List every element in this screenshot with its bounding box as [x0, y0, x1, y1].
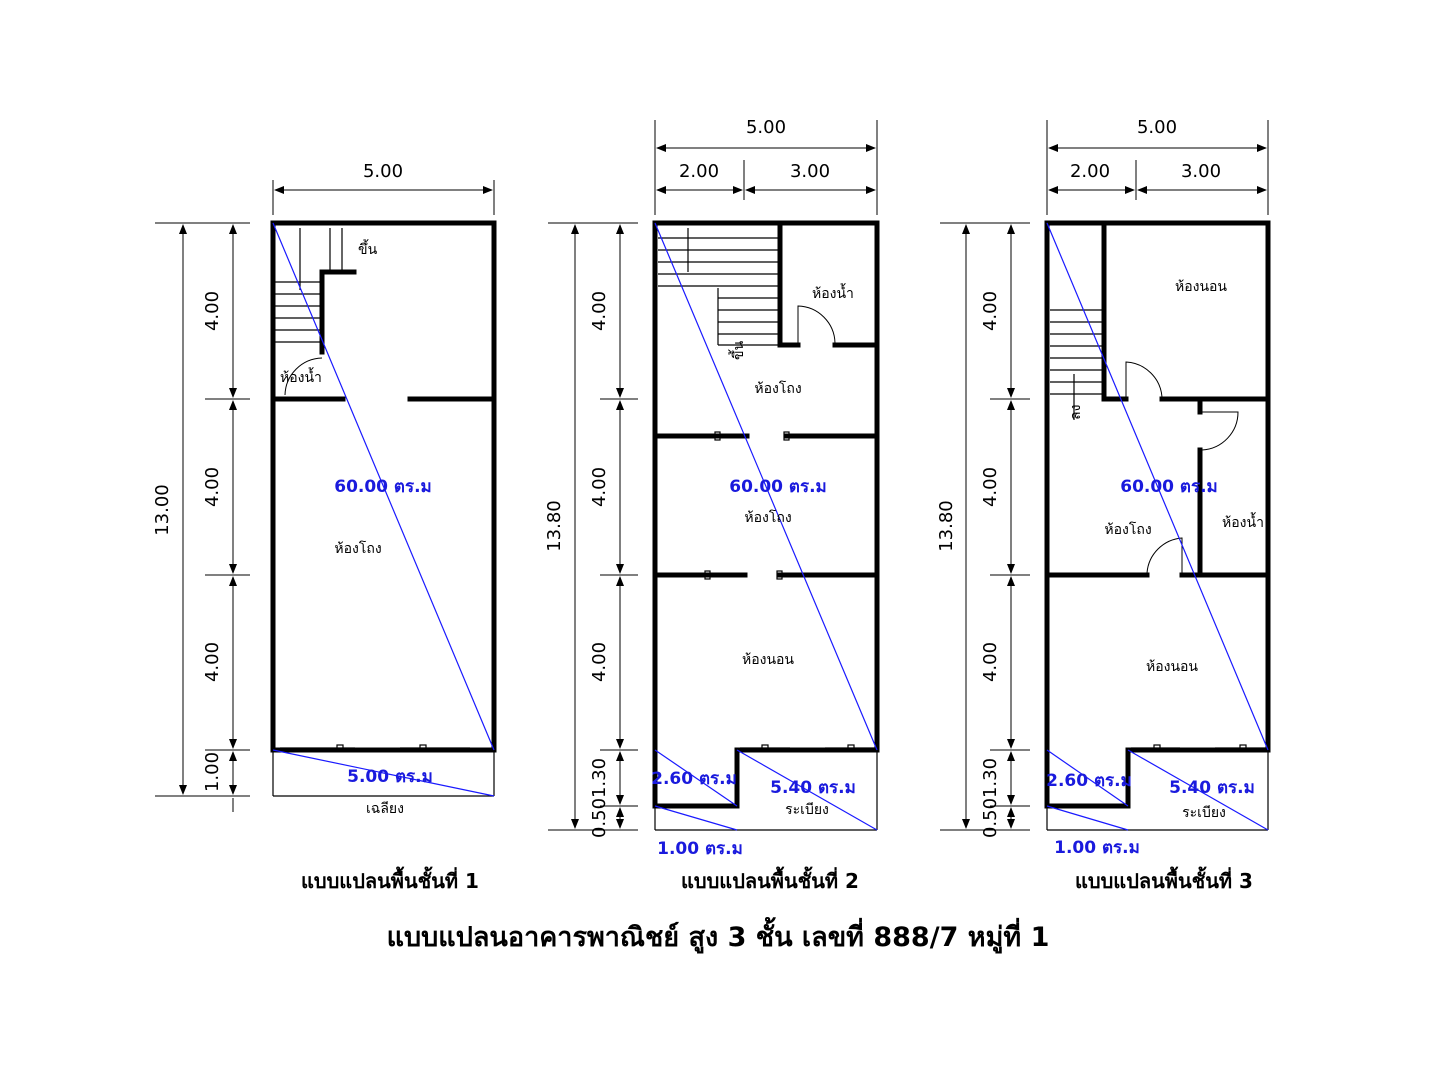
plan1-dim-seg2: 4.00: [202, 467, 223, 507]
plan2-label-up: ขึ้น: [728, 340, 747, 360]
plan1-bath-door: [284, 357, 323, 396]
plan3-dim-width-a: 2.00: [1070, 161, 1110, 182]
plan-floor-2: 5.00 2.00 3.00 13.80 4.00 4.00 4.00 1.30…: [544, 117, 880, 893]
plan1-area-main: 60.00 ตร.ม: [334, 477, 432, 497]
plan3-caption: แบบแปลนพื้นชั้นที่ 3: [1075, 866, 1253, 893]
plan2-bath-door: [797, 305, 836, 345]
plan2-dim-seg1: 4.00: [589, 291, 610, 331]
plan3-room-bath: ห้องน้ำ: [1222, 512, 1264, 531]
plan2-area-main: 60.00 ตร.ม: [729, 477, 827, 497]
plan3-bed-door: [1125, 361, 1163, 399]
plan3-stair: [1050, 309, 1102, 420]
sheet-title: แบบแปลนอาคารพาณิชย์ สูง 3 ชั้น เลขที่ 88…: [387, 916, 1050, 954]
plan3-dim-seg3: 4.00: [980, 642, 1001, 682]
plan3-dim-seg2: 4.00: [980, 467, 1001, 507]
plan2-room-balcony: ระเบียง: [785, 802, 829, 818]
plan2-room-bath: ห้องน้ำ: [812, 283, 854, 302]
plan2-area-right: 5.40 ตร.ม: [770, 778, 856, 798]
plan1-dim-seg3: 4.00: [202, 642, 223, 682]
plan1-stair: [275, 228, 343, 343]
plan1-room-bath: ห้องน้ำ: [280, 367, 322, 386]
plan1-room-porch: เฉลียง: [366, 801, 404, 817]
plan1-dim-seg1: 4.00: [202, 291, 223, 331]
plan3-dim-width: 5.00: [1137, 117, 1177, 138]
plan1-area-diagonal: [272, 222, 495, 751]
plan1-area-porch: 5.00 ตร.ม: [347, 767, 433, 787]
plan3-room-balcony: ระเบียง: [1182, 805, 1226, 821]
plan3-dim-seg4: 1.30: [980, 758, 1001, 798]
plan1-caption: แบบแปลนพื้นชั้นที่ 1: [301, 866, 479, 893]
plan2-room-hall-top: ห้องโถง: [754, 380, 801, 397]
plan1-dim-width: 5.00: [363, 161, 403, 182]
plan2-dim-width: 5.00: [746, 117, 786, 138]
plan3-room-hall: ห้องโถง: [1104, 521, 1151, 538]
plan3-area-left: 2.60 ตร.ม: [1046, 771, 1132, 791]
plan3-dim-seg5: 0.50: [980, 798, 1001, 838]
plan2-area-bottom: 1.00 ตร.ม: [657, 839, 743, 859]
plan3-room-bed: ห้องนอน: [1146, 659, 1198, 675]
plan2-area-left: 2.60 ตร.ม: [651, 769, 737, 789]
plan1-dim-seg4: 1.00: [202, 752, 223, 792]
plan1-outer-wall: [270, 220, 497, 753]
plan3-room-bed-top: ห้องนอน: [1175, 279, 1227, 295]
plan3-dim-width-b: 3.00: [1181, 161, 1221, 182]
plan2-dim-seg3: 4.00: [589, 642, 610, 682]
plan3-bath-door: [1200, 411, 1239, 451]
plan1-label-up: ขึ้น: [358, 239, 378, 258]
plan2-dim-seg5: 0.50: [589, 798, 610, 838]
plan3-label-down: ลง: [1068, 405, 1084, 420]
plan2-dim-height: 13.80: [544, 500, 565, 552]
plan3-area-diagonal: [1046, 222, 1269, 751]
plan3-dim-seg1: 4.00: [980, 291, 1001, 331]
plan2-dim-width-b: 3.00: [790, 161, 830, 182]
plan1-room-hall: ห้องโถง: [334, 540, 381, 557]
plan3-dim-height: 13.80: [936, 500, 957, 552]
plan2-area-diagonal: [654, 222, 878, 751]
plan2-dim-seg2: 4.00: [589, 467, 610, 507]
plan2-room-bed: ห้องนอน: [742, 652, 794, 668]
plan2-caption: แบบแปลนพื้นชั้นที่ 2: [681, 866, 859, 893]
plan-floor-3: 5.00 2.00 3.00 13.80 4.00 4.00 4.00 1.30…: [936, 117, 1271, 893]
plan3-area-main: 60.00 ตร.ม: [1120, 477, 1218, 497]
plan-floor-1: 5.00 13.00 4.00 4.00 4.00 1.00 ขึ้น ห้อง…: [152, 161, 497, 893]
plan3-hall-door: [1146, 537, 1183, 575]
plan2-dim-width-a: 2.00: [679, 161, 719, 182]
plan2-dim-seg4: 1.30: [589, 758, 610, 798]
plan3-area-right: 5.40 ตร.ม: [1169, 778, 1255, 798]
plan2-room-hall-mid: ห้องโถง: [744, 509, 791, 526]
plan2-stair: [658, 228, 778, 346]
plan1-dim-height: 13.00: [152, 484, 173, 536]
plan3-area-bottom: 1.00 ตร.ม: [1054, 838, 1140, 858]
